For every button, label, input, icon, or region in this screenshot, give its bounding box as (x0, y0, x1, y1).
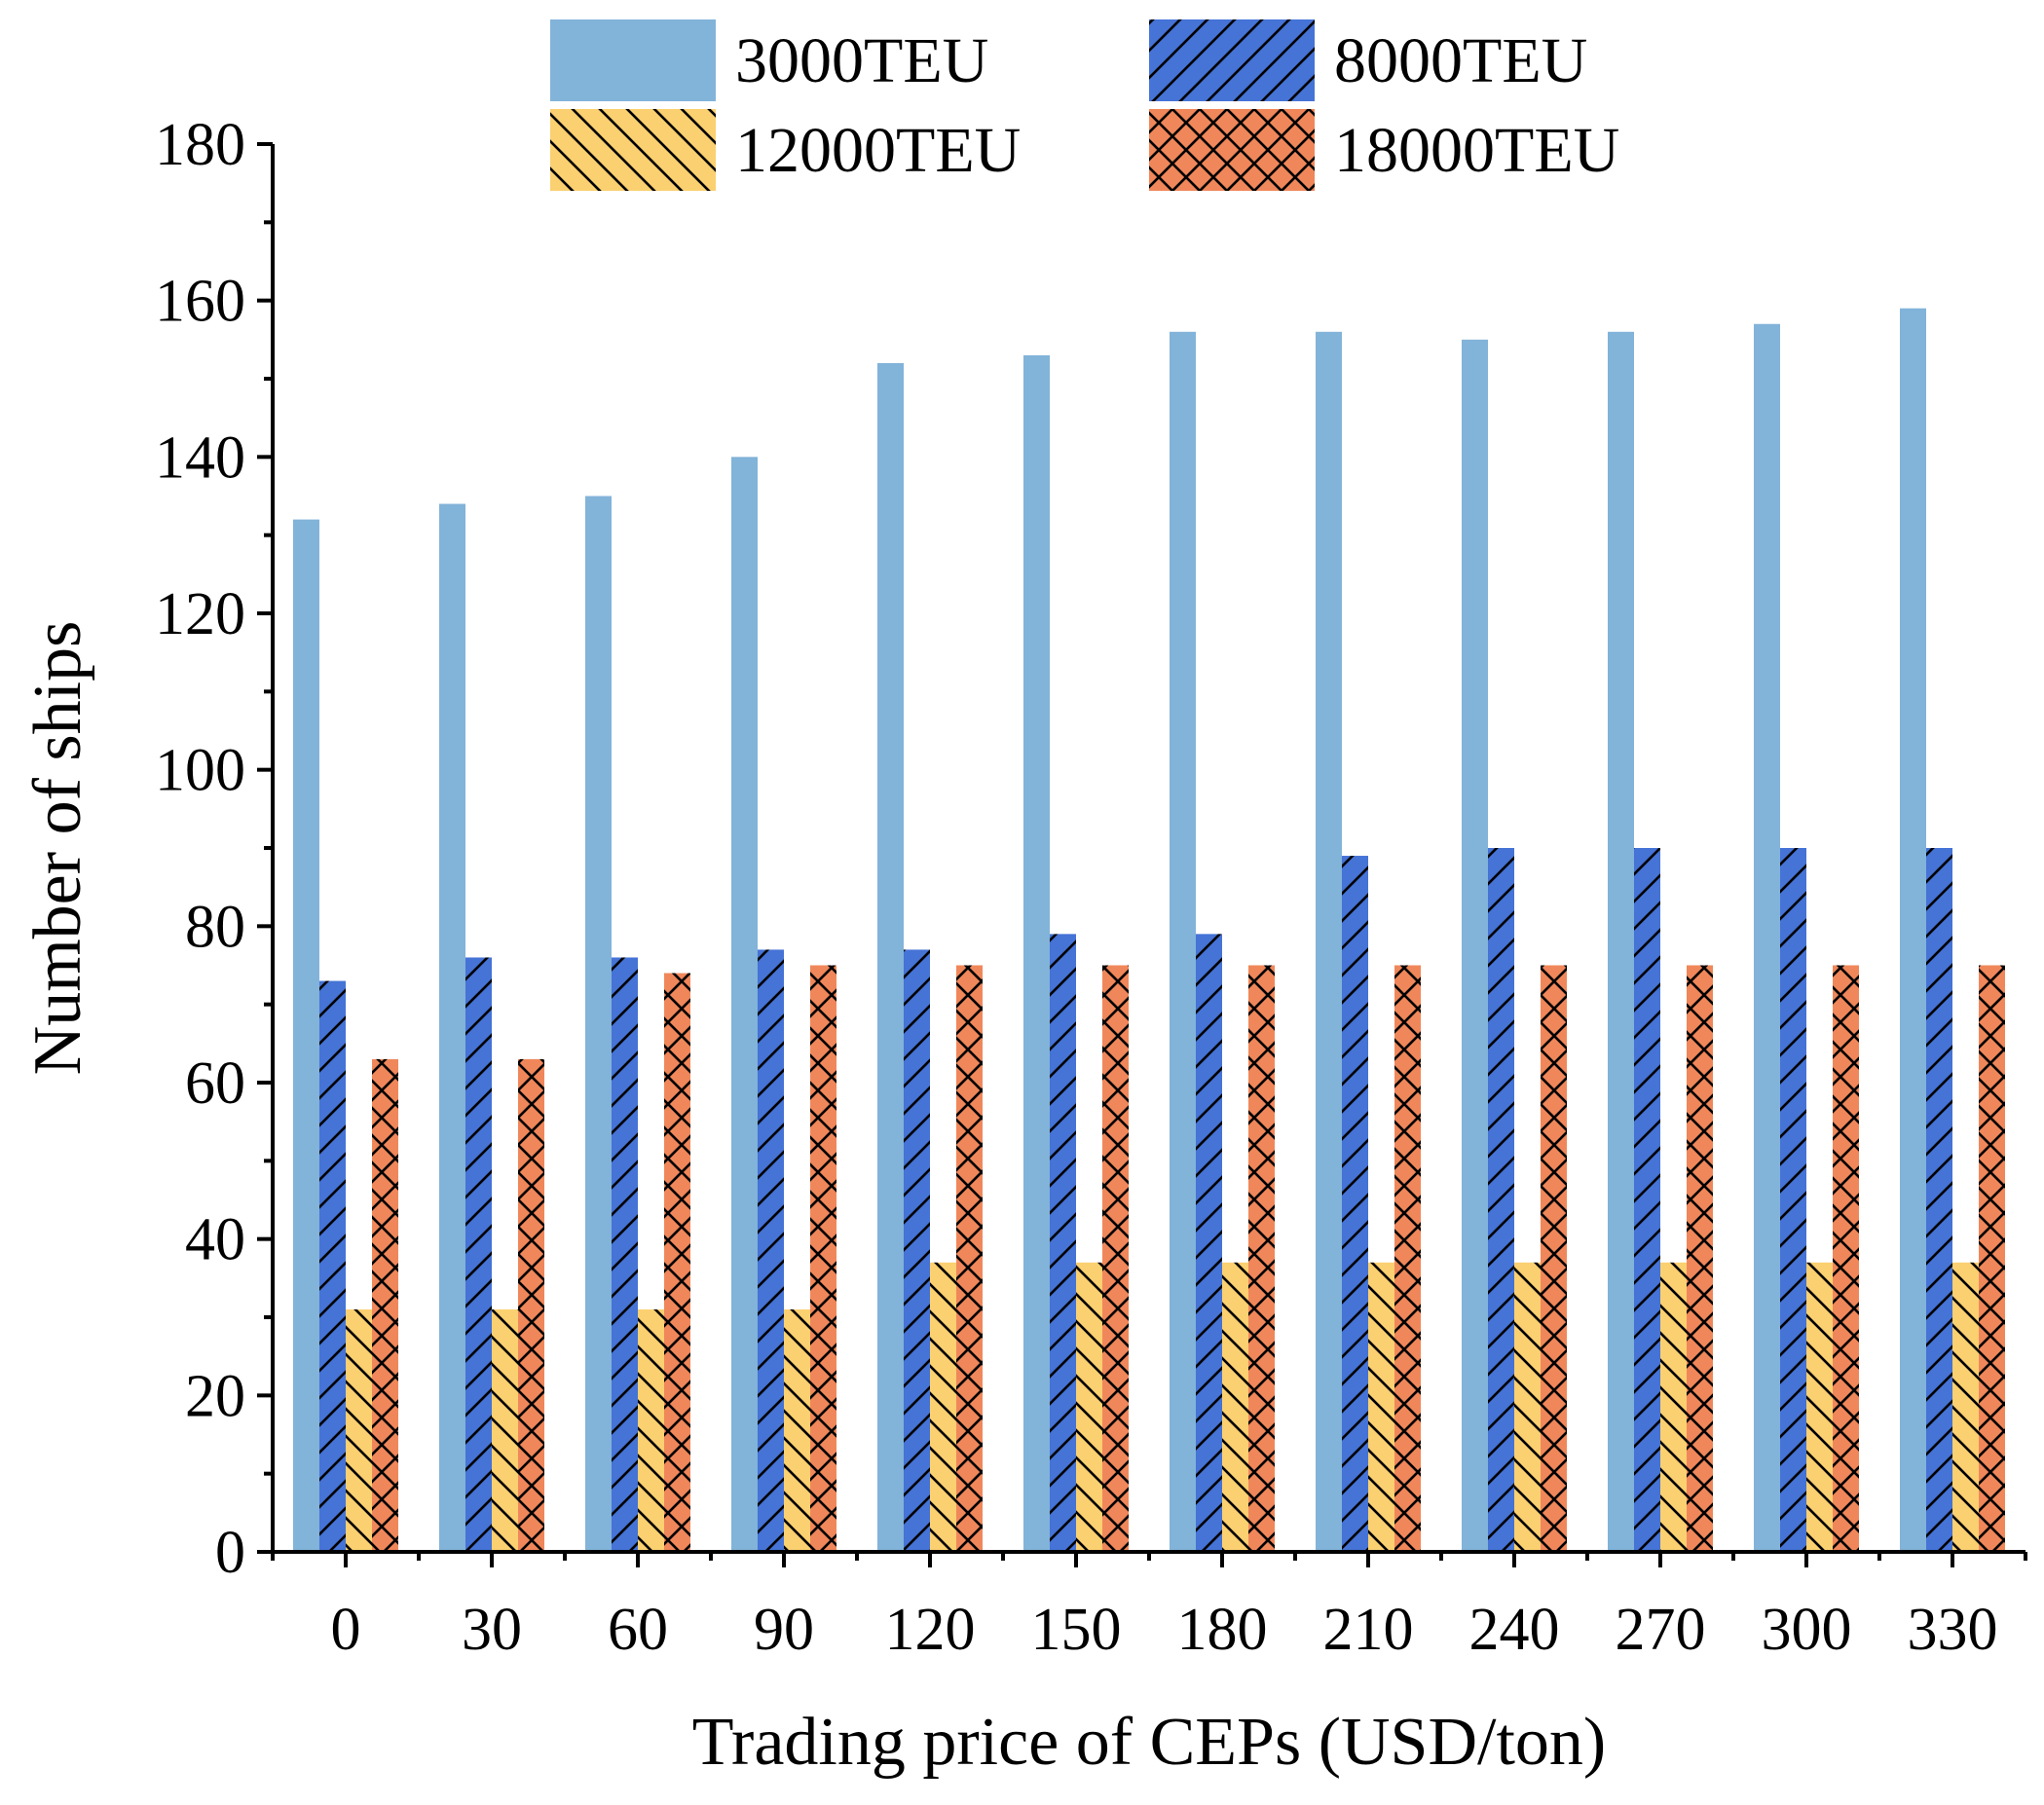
bar-18000TEU-30 (518, 1058, 544, 1552)
bar-18000TEU-330 (1979, 965, 2005, 1552)
bar-18000TEU-120 (956, 965, 983, 1552)
bar-12000TEU-210 (1368, 1262, 1394, 1552)
bar-3000TEU-240 (1462, 339, 1488, 1552)
legend-label-12000TEU: 12000TEU (735, 115, 1021, 186)
axes-group: 0 20 40 60 80 100 120 140 160 180 0 30 60 90 120 150 180… (155, 112, 2027, 1663)
x-tick-label: 300 (1762, 1597, 1852, 1663)
legend-swatch-18000TEU (1149, 109, 1315, 191)
bar-18000TEU-240 (1541, 965, 1567, 1552)
x-tick-label: 30 (462, 1597, 522, 1663)
bar-8000TEU-0 (319, 980, 346, 1552)
bar-8000TEU-30 (465, 957, 492, 1552)
bar-12000TEU-60 (638, 1308, 664, 1552)
legend-label-3000TEU: 3000TEU (735, 25, 988, 96)
x-tick-label: 0 (331, 1597, 361, 1663)
bar-3000TEU-0 (293, 519, 319, 1552)
x-axis-title: Trading price of CEPs (USD/ton) (692, 1705, 1607, 1780)
bar-3000TEU-180 (1170, 331, 1196, 1552)
bar-12000TEU-240 (1514, 1262, 1541, 1552)
y-tick-label: 80 (185, 894, 245, 960)
bar-12000TEU-330 (1952, 1262, 1979, 1552)
bar-12000TEU-150 (1076, 1262, 1102, 1552)
bar-8000TEU-150 (1050, 934, 1076, 1552)
y-tick-label: 20 (185, 1363, 245, 1429)
bar-3000TEU-270 (1608, 331, 1634, 1552)
y-tick-label: 40 (185, 1207, 245, 1273)
y-tick-label: 160 (155, 269, 245, 335)
x-tick-label: 330 (1908, 1597, 1998, 1663)
bar-8000TEU-240 (1488, 848, 1514, 1552)
x-tick-label: 270 (1616, 1597, 1706, 1663)
bar-12000TEU-0 (346, 1308, 372, 1552)
bars-group (293, 308, 2005, 1553)
bar-3000TEU-120 (877, 362, 904, 1552)
bar-8000TEU-300 (1780, 848, 1806, 1552)
bar-3000TEU-90 (731, 457, 758, 1552)
y-axis-title: Number of ships (20, 621, 95, 1076)
x-tick-label: 210 (1323, 1597, 1414, 1663)
y-tick-label: 60 (185, 1050, 245, 1117)
bar-3000TEU-210 (1316, 331, 1342, 1552)
legend-swatch-12000TEU (550, 109, 716, 191)
legend-swatch-3000TEU (550, 19, 716, 101)
bar-18000TEU-150 (1102, 965, 1129, 1552)
x-tick-label: 120 (885, 1597, 976, 1663)
bar-18000TEU-270 (1687, 965, 1713, 1552)
legend-label-8000TEU: 8000TEU (1334, 25, 1587, 96)
bar-12000TEU-30 (492, 1308, 518, 1552)
bar-12000TEU-180 (1222, 1262, 1248, 1552)
bar-3000TEU-30 (439, 503, 465, 1552)
bar-18000TEU-300 (1833, 965, 1859, 1552)
bar-18000TEU-0 (372, 1058, 398, 1552)
bar-3000TEU-60 (585, 496, 612, 1552)
bar-12000TEU-90 (784, 1308, 810, 1552)
bar-8000TEU-90 (758, 949, 784, 1552)
y-tick-label: 140 (155, 424, 245, 491)
bar-12000TEU-300 (1806, 1262, 1833, 1552)
y-tick-label: 100 (155, 738, 245, 804)
x-tick-label: 90 (754, 1597, 814, 1663)
x-tick-label: 180 (1177, 1597, 1268, 1663)
bar-8000TEU-120 (904, 949, 930, 1552)
legend-label-18000TEU: 18000TEU (1334, 115, 1619, 186)
bar-8000TEU-210 (1342, 856, 1368, 1552)
bar-18000TEU-60 (664, 973, 690, 1552)
x-tick-label: 240 (1469, 1597, 1560, 1663)
y-tick-label: 180 (155, 112, 245, 178)
bar-12000TEU-270 (1660, 1262, 1687, 1552)
bar-3000TEU-330 (1900, 308, 1926, 1553)
bar-3000TEU-150 (1023, 354, 1050, 1552)
bar-8000TEU-330 (1926, 848, 1952, 1552)
bar-12000TEU-120 (930, 1262, 956, 1552)
legend: 3000TEU 8000TEU 12000TEU 18000TEU (550, 19, 1619, 191)
x-tick-label: 150 (1031, 1597, 1122, 1663)
bar-3000TEU-300 (1754, 323, 1780, 1553)
legend-swatch-8000TEU (1149, 19, 1315, 101)
bar-8000TEU-270 (1634, 848, 1660, 1552)
bar-8000TEU-180 (1196, 934, 1222, 1552)
bar-18000TEU-210 (1394, 965, 1421, 1552)
x-tick-label: 60 (608, 1597, 668, 1663)
y-tick-label: 0 (215, 1520, 245, 1586)
y-tick-label: 120 (155, 581, 245, 647)
bar-18000TEU-180 (1248, 965, 1275, 1552)
bar-8000TEU-60 (612, 957, 638, 1552)
bar-18000TEU-90 (810, 965, 836, 1552)
